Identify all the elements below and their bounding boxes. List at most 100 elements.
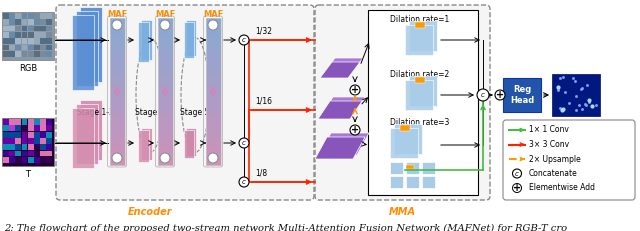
Bar <box>2 12 54 60</box>
Text: c: c <box>242 140 246 146</box>
Text: c: c <box>515 170 519 176</box>
Bar <box>368 10 478 195</box>
Bar <box>552 74 600 116</box>
Bar <box>34 45 40 50</box>
Bar <box>28 144 34 150</box>
Bar <box>157 47 173 53</box>
Bar <box>109 121 125 126</box>
Bar <box>9 13 15 19</box>
Bar <box>34 119 40 125</box>
Bar <box>15 38 21 44</box>
Bar <box>157 96 173 102</box>
Bar <box>3 125 9 131</box>
Circle shape <box>239 177 249 187</box>
Text: +: + <box>351 125 359 135</box>
Bar <box>9 144 15 150</box>
Circle shape <box>513 169 522 178</box>
Bar <box>157 52 173 58</box>
Bar <box>15 157 21 163</box>
Bar <box>205 57 221 63</box>
Bar <box>157 91 173 97</box>
Bar <box>422 162 435 174</box>
Bar <box>415 22 425 28</box>
Text: MAF: MAF <box>203 10 223 19</box>
Bar <box>109 96 125 102</box>
Bar <box>40 19 46 25</box>
Bar <box>109 87 125 92</box>
Bar <box>205 18 221 165</box>
Text: MAF: MAF <box>155 10 175 19</box>
Bar <box>157 67 173 72</box>
Bar <box>157 72 173 77</box>
Bar <box>205 23 221 28</box>
Bar <box>80 100 102 160</box>
Text: +: + <box>496 90 504 100</box>
Bar <box>157 150 173 156</box>
Bar <box>15 26 21 31</box>
Bar <box>205 77 221 82</box>
Bar <box>28 45 34 50</box>
Bar <box>109 140 125 146</box>
Bar <box>40 32 46 38</box>
Text: Concatenate: Concatenate <box>529 169 578 178</box>
Bar <box>34 51 40 57</box>
Bar <box>205 33 221 38</box>
Bar <box>15 144 21 150</box>
Bar <box>205 52 221 58</box>
Bar <box>28 157 34 163</box>
Bar <box>22 13 28 19</box>
Polygon shape <box>319 133 369 155</box>
Text: 3× 3 Conv: 3× 3 Conv <box>529 140 569 149</box>
Bar <box>157 145 173 151</box>
Bar <box>157 33 173 38</box>
Bar <box>205 82 221 87</box>
Bar <box>34 144 40 150</box>
Bar <box>109 116 125 122</box>
Circle shape <box>160 20 170 30</box>
Text: MMA: MMA <box>388 207 415 217</box>
Bar <box>9 45 15 50</box>
Bar <box>22 38 28 44</box>
Bar <box>15 119 21 125</box>
Bar <box>205 131 221 136</box>
Bar <box>9 132 15 137</box>
Bar <box>157 38 173 43</box>
Bar <box>2 118 54 166</box>
Bar <box>141 128 152 159</box>
Bar <box>109 28 125 33</box>
Bar <box>390 162 403 174</box>
Text: 1/32: 1/32 <box>255 27 272 36</box>
Bar <box>3 13 9 19</box>
Bar <box>46 151 52 156</box>
Bar <box>22 157 28 163</box>
Bar <box>28 38 34 44</box>
Bar <box>40 125 46 131</box>
Bar <box>157 131 173 136</box>
Text: Dilation rate=2: Dilation rate=2 <box>390 70 450 79</box>
Bar <box>205 160 221 165</box>
Bar <box>109 33 125 38</box>
Bar <box>22 51 28 57</box>
Polygon shape <box>318 101 362 119</box>
Circle shape <box>513 183 522 192</box>
Bar <box>34 26 40 31</box>
Bar <box>184 130 194 158</box>
Bar <box>157 155 173 161</box>
Bar <box>109 72 125 77</box>
Bar <box>109 77 125 82</box>
Bar <box>109 57 125 63</box>
Bar <box>205 116 221 122</box>
Bar <box>40 13 46 19</box>
FancyBboxPatch shape <box>503 120 635 200</box>
Bar <box>34 151 40 156</box>
Bar <box>34 138 40 144</box>
Bar <box>157 136 173 141</box>
Bar <box>34 125 40 131</box>
Bar <box>34 132 40 137</box>
Bar <box>109 18 125 165</box>
Bar <box>205 155 221 161</box>
Bar <box>28 51 34 57</box>
Bar <box>34 157 40 163</box>
Text: Reg
Head: Reg Head <box>510 85 534 105</box>
Bar <box>157 116 173 122</box>
